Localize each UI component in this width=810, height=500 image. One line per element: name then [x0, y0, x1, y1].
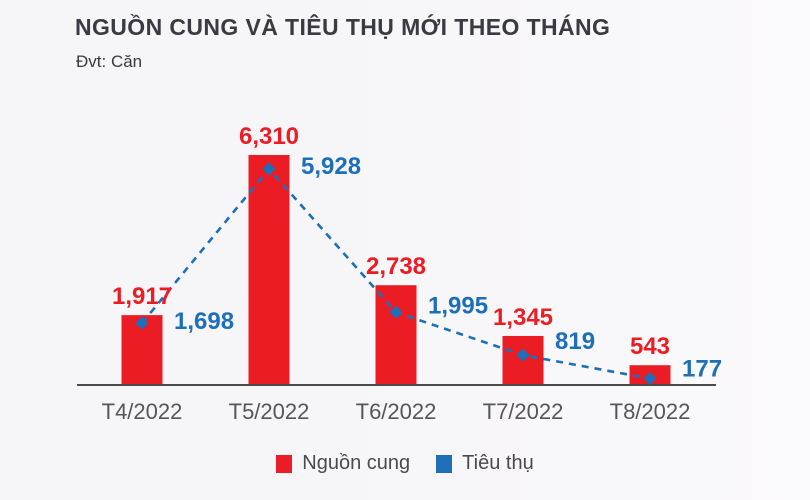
- consumption-value-label: 177: [682, 356, 722, 383]
- legend-label-supply: Nguồn cung: [302, 452, 411, 474]
- consumption-point: [389, 305, 403, 319]
- unit-label: Đvt: Căn: [76, 52, 143, 71]
- supply-value-label: 1,345: [493, 304, 553, 331]
- x-axis-label: T8/2022: [610, 399, 691, 424]
- consumption-value-label: 1,698: [174, 308, 234, 335]
- supply-value-label: 2,738: [366, 253, 426, 280]
- supply-value-label: 6,310: [239, 123, 299, 150]
- supply-value-label: 543: [630, 333, 670, 360]
- supply-bar: [248, 155, 290, 385]
- legend-item-consumption: Tiêu thụ: [436, 452, 534, 475]
- consumption-point: [262, 162, 276, 176]
- supply-bar: [375, 285, 417, 385]
- chart-title: NGUỒN CUNG VÀ TIÊU THỤ MỚI THEO THÁNG: [75, 14, 611, 40]
- legend-item-supply: Nguồn cung: [276, 452, 410, 475]
- legend: Nguồn cung Tiêu thụ: [0, 452, 810, 475]
- consumption-point: [516, 348, 530, 362]
- x-axis-label: T7/2022: [483, 399, 564, 424]
- legend-label-consumption: Tiêu thụ: [462, 452, 534, 474]
- supply-value-label: 1,917: [112, 283, 172, 310]
- consumption-point: [643, 372, 657, 386]
- x-axis-label: T5/2022: [229, 399, 310, 424]
- x-axis-label: T6/2022: [356, 399, 437, 424]
- consumption-value-label: 819: [555, 328, 595, 355]
- consumption-value-label: 5,928: [301, 153, 361, 180]
- consumption-swatch-icon: [436, 454, 453, 473]
- supply-swatch-icon: [276, 454, 293, 473]
- consumption-point: [135, 316, 149, 330]
- chart-canvas: 1,917 6,310 2,738 1,345 543 1,698 5,928 1,995 81…: [77, 123, 722, 424]
- consumption-value-label: 1,995: [428, 292, 488, 319]
- x-axis-label: T4/2022: [102, 399, 183, 424]
